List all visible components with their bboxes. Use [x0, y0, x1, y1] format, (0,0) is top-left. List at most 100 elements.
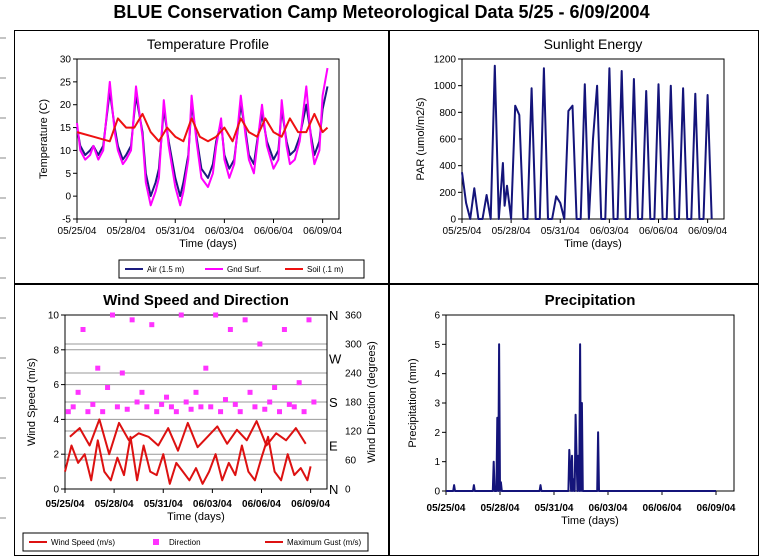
direction-point — [242, 317, 248, 323]
chart-panel-precipitation: Precipitation 0 1 2 3 4 5 6 05/25/04 05/28/04 05/3… — [389, 284, 759, 556]
y-tick-label: 600 — [439, 135, 456, 146]
y-axis-label: Wind Speed (m/s) — [26, 358, 38, 446]
compass-label: N — [329, 482, 338, 497]
direction-point — [85, 409, 91, 415]
x-tick-label: 05/28/04 — [95, 499, 134, 510]
y-tick-label: 4 — [434, 369, 440, 380]
compass-label: S — [329, 395, 338, 410]
series-line-ground — [76, 67, 329, 207]
y-tick-label: 0 — [434, 487, 440, 498]
direction-point — [70, 404, 76, 410]
direction-point — [159, 401, 165, 407]
direction-point — [105, 385, 111, 390]
y2-tick-label: 60 — [345, 456, 357, 467]
direction-point — [311, 399, 317, 405]
y-tick-label: 5 — [434, 340, 440, 351]
series-line-wind — [64, 435, 312, 485]
direction-point — [109, 312, 115, 318]
y-tick-label: -5 — [62, 215, 71, 226]
page-title: BLUE Conservation Camp Meteorological Da… — [113, 2, 650, 22]
direction-point — [252, 404, 258, 410]
y-axis-label: Precipitation (mm) — [407, 358, 419, 447]
precipitation-chart: Precipitation 0 1 2 3 4 5 6 05/25/04 05/28/04 05/3… — [407, 292, 736, 527]
direction-point — [296, 380, 302, 386]
x-tick-label: 06/06/04 — [643, 503, 682, 514]
y-tick-label: 6 — [53, 380, 59, 391]
y-tick-label: 3 — [434, 399, 440, 410]
x-tick-label: 05/31/04 — [156, 226, 195, 237]
direction-point — [65, 409, 71, 415]
x-tick-label: 06/09/04 — [291, 499, 330, 510]
direction-point — [306, 317, 312, 323]
y2-tick-label: 0 — [345, 485, 351, 496]
y-axis-label: PAR (umol/m2/s) — [415, 98, 427, 181]
series-line-soil — [76, 112, 329, 143]
direction-point — [227, 327, 233, 332]
direction-point — [154, 409, 160, 415]
y-tick-label: 5 — [65, 169, 71, 180]
y-tick-label: 10 — [60, 146, 72, 157]
direction-point — [144, 404, 150, 410]
direction-point — [164, 394, 170, 400]
direction-point — [149, 322, 155, 328]
y-tick-label: 1000 — [434, 81, 457, 92]
plot-frame — [445, 314, 735, 492]
x-axis-label: Time (days) — [167, 511, 225, 523]
direction-point — [267, 399, 273, 405]
chart-title: Precipitation — [545, 292, 636, 309]
y-tick-label: 1 — [434, 457, 440, 468]
direction-point — [90, 401, 96, 407]
direction-point — [301, 409, 307, 415]
legend-box — [22, 532, 369, 552]
direction-point — [114, 404, 120, 410]
x-tick-label: 06/06/04 — [242, 499, 281, 510]
y-tick-label: 1200 — [434, 55, 457, 66]
temperature-chart: Temperature Profile -5 0 5 10 15 20 25 30 05/25/0… — [38, 36, 365, 279]
y-tick-label: 0 — [53, 485, 59, 496]
x-tick-label: 05/31/04 — [541, 226, 580, 237]
plot-frame — [64, 314, 328, 490]
legend-box — [118, 259, 365, 279]
y-tick-label: 2 — [53, 450, 59, 461]
y-tick-label: 25 — [60, 77, 72, 88]
chart-panel-temperature: Temperature Profile -5 0 5 10 15 20 25 30 05/25/0… — [14, 30, 389, 284]
direction-point — [95, 365, 101, 371]
direction-point — [75, 389, 81, 395]
x-tick-label: 06/03/04 — [205, 226, 244, 237]
series-line-par — [461, 64, 713, 220]
y-tick-label: 2 — [434, 428, 440, 439]
chart-panel-wind: Wind Speed and Direction 0 2 4 6 8 10 05/25/04 0… — [14, 284, 389, 556]
direction-point — [183, 399, 189, 405]
direction-point — [124, 406, 130, 412]
direction-point — [188, 406, 194, 412]
series-line-gust — [69, 418, 307, 456]
direction-point — [291, 404, 297, 410]
y-tick-label: 15 — [60, 123, 72, 134]
y2-tick-label: 300 — [345, 340, 362, 351]
compass-label: W — [329, 352, 342, 367]
legend-label: Soil (.1 m) — [307, 265, 344, 274]
direction-point — [281, 327, 287, 332]
y-tick-label: 30 — [60, 55, 72, 66]
x-tick-label: 05/31/04 — [144, 499, 183, 510]
x-axis-label: Time (days) — [561, 515, 619, 527]
direction-point — [208, 404, 214, 410]
y-tick-label: 6 — [434, 311, 440, 322]
x-tick-label: 06/09/04 — [303, 226, 342, 237]
direction-point — [222, 397, 228, 403]
x-tick-label: 05/28/04 — [107, 226, 146, 237]
direction-point — [262, 406, 268, 412]
legend-label: Air (1.5 m) — [147, 265, 185, 274]
chart-panel-sunlight: Sunlight Energy 0 200 400 600 800 1000 1200 05/2… — [389, 30, 759, 284]
direction-point — [100, 409, 106, 415]
direction-point — [272, 385, 278, 390]
legend-label: Gnd Surf. — [227, 265, 261, 274]
legend-swatch — [153, 539, 159, 545]
direction-point — [213, 312, 219, 318]
chart-title: Sunlight Energy — [544, 36, 643, 52]
x-tick-label: 05/25/04 — [443, 226, 482, 237]
direction-point — [119, 370, 125, 376]
direction-point — [286, 401, 292, 407]
direction-point — [277, 409, 283, 415]
direction-point — [232, 401, 238, 407]
